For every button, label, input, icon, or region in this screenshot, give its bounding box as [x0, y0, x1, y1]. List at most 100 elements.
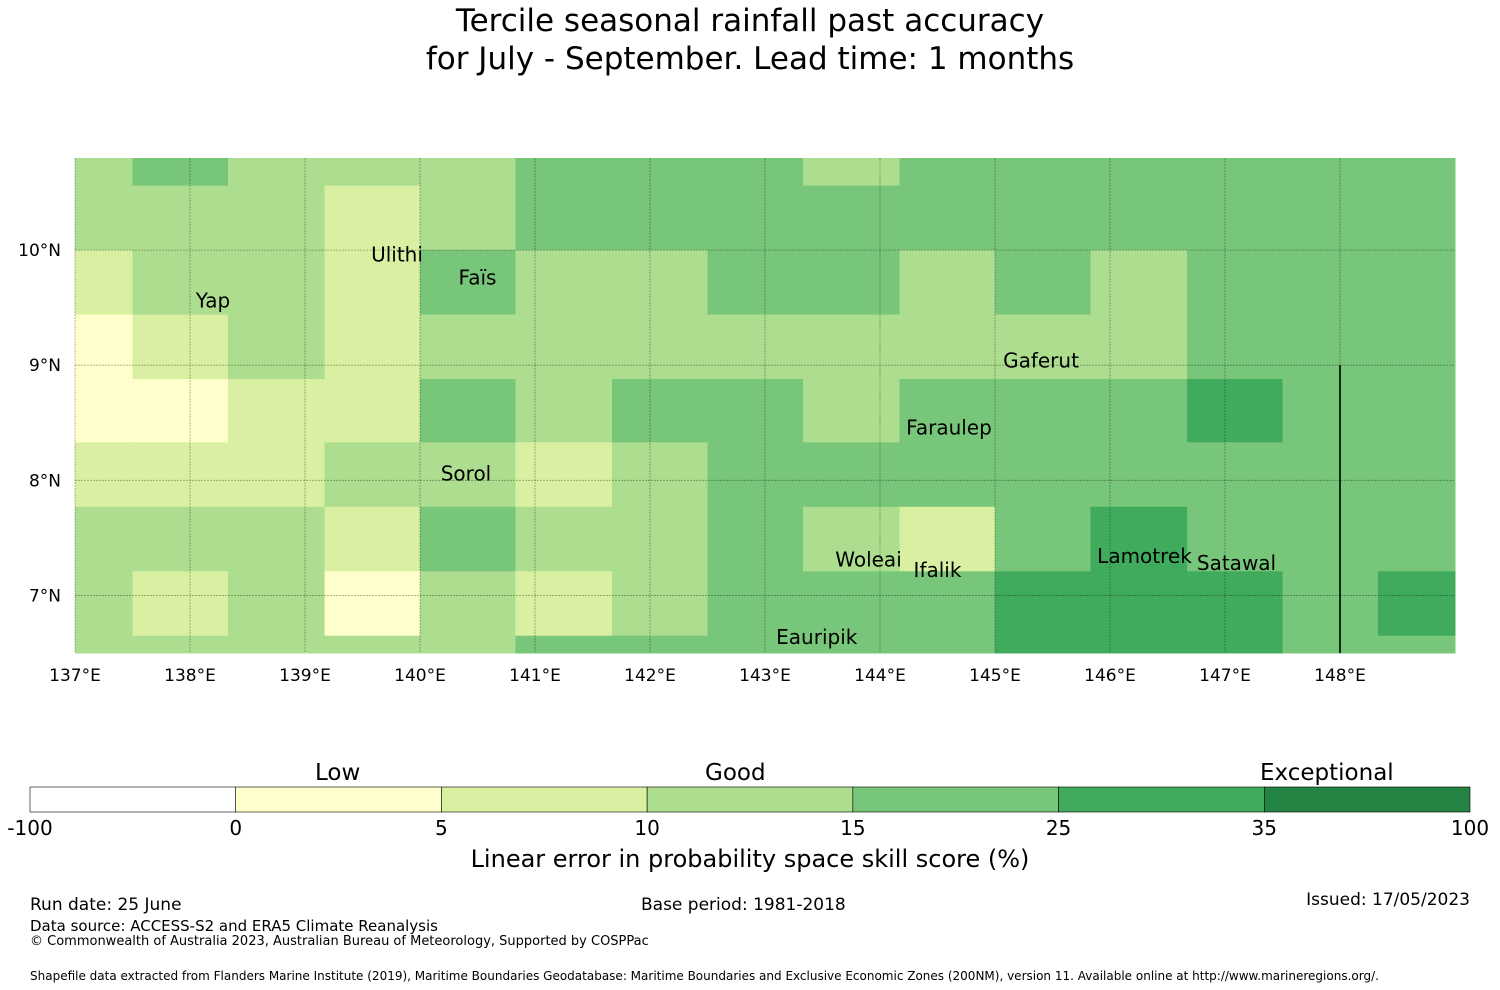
map-cell [995, 314, 1091, 380]
map-cell [324, 250, 421, 316]
colorbar-tick-label: 35 [1251, 816, 1278, 840]
map-cell [802, 250, 901, 316]
map-cell [707, 442, 804, 508]
x-tick-label: 142°E [624, 666, 676, 686]
data-source: Data source: ACCESS-S2 and ERA5 Climate … [30, 917, 438, 935]
map-cell [707, 158, 804, 187]
colorbar-tick-label: 0 [229, 816, 243, 840]
map-cell [802, 379, 901, 443]
chart-title-line1: Tercile seasonal rainfall past accuracy [455, 3, 1045, 39]
map-cell [420, 379, 516, 443]
category-good: Good [705, 760, 766, 786]
map-cell [802, 571, 901, 637]
map-cell [75, 314, 133, 380]
place-label: Faïs [459, 266, 497, 290]
map-cell [1090, 571, 1188, 637]
y-tick-label: 10°N [18, 241, 61, 261]
place-labels: Ulithi Faïs Yap Gaferut Faraulep Sorol Woleai I… [195, 243, 1276, 649]
map-cell [707, 185, 804, 251]
issued-date: Issued: 17/05/2023 [1306, 890, 1470, 910]
colorbar-block [1058, 786, 1265, 813]
colorbar-block [852, 786, 1059, 813]
map-cell [1187, 314, 1283, 380]
map-cell [75, 185, 133, 251]
map-cell [227, 571, 326, 637]
base-period: Base period: 1981-2018 [641, 895, 846, 915]
colorbar-tick-label: 5 [435, 816, 448, 840]
place-label: Gaferut [1003, 349, 1079, 373]
colorbar-block [646, 786, 854, 813]
colorbar-tick-label: -100 [7, 816, 53, 840]
map-cell [324, 379, 421, 443]
map-cell [612, 379, 708, 443]
map-cell [132, 442, 229, 508]
map-cell [1187, 379, 1283, 443]
map-cell [420, 250, 516, 316]
map-cell [1187, 250, 1283, 316]
map-cell [420, 185, 516, 251]
colorbar-tick-label: 100 [1450, 816, 1490, 840]
map-cell [899, 158, 996, 187]
map-cell [1282, 185, 1379, 251]
x-tick-label: 148°E [1314, 666, 1366, 686]
map-cell [75, 250, 133, 316]
map-cell [324, 185, 421, 251]
x-tick-label: 145°E [969, 666, 1021, 686]
x-tick-label: 144°E [854, 666, 906, 686]
map-cell [1282, 442, 1379, 508]
map-cell [1187, 158, 1283, 187]
map-cell [995, 250, 1091, 316]
map-cell [612, 185, 708, 251]
map-cell [227, 158, 326, 187]
map-cell [612, 442, 708, 508]
x-tick-label: 141°E [509, 666, 561, 686]
map-cell [132, 158, 229, 187]
map-cell [1090, 442, 1188, 508]
map-cell [1090, 314, 1188, 380]
map-cell [612, 506, 708, 572]
colorbar-block [441, 786, 648, 813]
place-label: Yap [195, 289, 230, 313]
map-cell [1377, 185, 1456, 251]
map-cell [707, 571, 804, 637]
x-tick-label: 147°E [1199, 666, 1251, 686]
map-cell [1090, 185, 1188, 251]
map-cell [1282, 158, 1379, 187]
map-cell [75, 506, 133, 572]
map-cell [227, 635, 326, 654]
map-cell [324, 506, 421, 572]
map-cell [1187, 635, 1283, 654]
map-cell [227, 250, 326, 316]
map-cell [75, 379, 133, 443]
colorbar-tick-label: 15 [840, 816, 866, 840]
map-cell [1377, 635, 1456, 654]
map-cell [1282, 314, 1379, 380]
chart-title-line2: for July - September. Lead time: 1 month… [425, 41, 1075, 77]
map-cell [132, 250, 229, 316]
map-cell [707, 250, 804, 316]
map-cell [1187, 442, 1283, 508]
category-exceptional: Exceptional [1260, 760, 1394, 786]
map-cell [227, 379, 326, 443]
map-cell [707, 379, 804, 443]
map-cell [75, 158, 133, 187]
map-cell [899, 314, 996, 380]
place-label: Ulithi [371, 243, 423, 267]
map-cell [899, 250, 996, 316]
run-date: Run date: 25 June [30, 895, 182, 915]
map-cell [75, 571, 133, 637]
map-cell [995, 506, 1091, 572]
map-cell [899, 635, 996, 654]
place-label: Eauripik [776, 625, 858, 649]
map-cell [899, 379, 996, 443]
map-cell [1282, 506, 1379, 572]
map-cell [1187, 571, 1283, 637]
map-cell [515, 250, 613, 316]
place-label: Lamotrek [1097, 544, 1192, 568]
map-cell [707, 506, 804, 572]
colorbar-tick-label: 25 [1045, 816, 1072, 840]
map-cell [324, 635, 421, 654]
x-tick-label: 139°E [279, 666, 331, 686]
shapefile-credit: Shapefile data extracted from Flanders M… [30, 969, 1379, 983]
map-cell [1377, 314, 1456, 380]
